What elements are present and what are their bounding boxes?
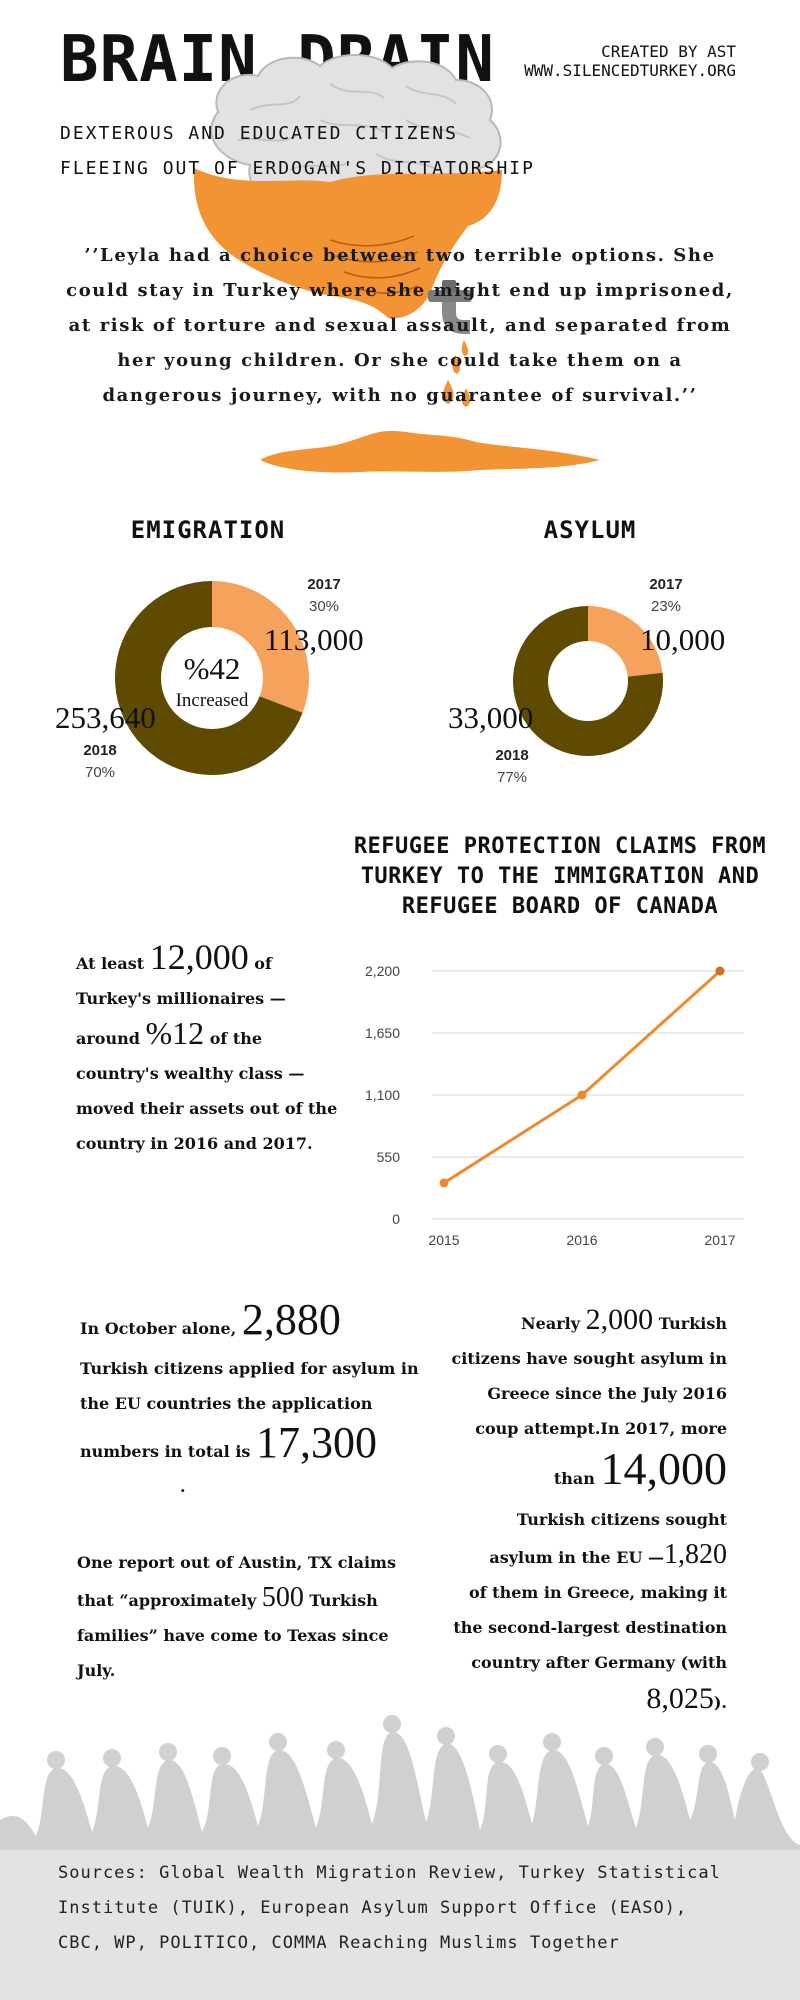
asylum-2017-percent: 23% [650, 598, 682, 615]
greece-text-4: Greece since the July 2016 [487, 1384, 727, 1403]
subtitle: DEXTEROUS AND EDUCATED CITIZENS FLEEING … [60, 116, 535, 186]
millionaires-text-8: country in 2016 and 2017. [76, 1134, 313, 1153]
millionaires-text-5: of the [209, 1029, 263, 1048]
greece-count-2017: 1,820 [664, 1539, 727, 1570]
greece-text-9: of them in Greece, making it [469, 1583, 727, 1602]
emigration-donut-hole [161, 627, 263, 729]
sources-footer: Sources: Global Wealth Migration Review,… [58, 1856, 758, 1961]
asylum-donut [513, 606, 663, 756]
october-paragraph: In October alone, 2,880 Turkish citizens… [80, 1298, 420, 1500]
austin-text-4: families” have come to Texas since [77, 1626, 389, 1645]
x-tick-label: 2015 [428, 1232, 459, 1248]
claims-series-line [443, 969, 722, 1185]
credit-website[interactable]: WWW.SILENCEDTURKEY.ORG [524, 61, 736, 80]
asylum-2018-year: 2018 [495, 747, 529, 764]
leyla-quote: ’’Leyla had a choice between two terribl… [66, 245, 734, 406]
emigration-2017-year: 2017 [307, 576, 341, 593]
millionaires-paragraph: At least 12,000 of Turkey's millionaires… [76, 937, 346, 1161]
asylum-heading: ASYLUM [543, 516, 637, 544]
greece-asylum-count: 2,000 [585, 1303, 654, 1336]
credit-block: CREATED BY AST WWW.SILENCEDTURKEY.ORG [524, 42, 736, 80]
asylum-2018-percent: 77% [496, 769, 528, 786]
subtitle-line1: DEXTEROUS AND EDUCATED CITIZENS [60, 123, 458, 144]
millionaires-percent: %12 [145, 1015, 205, 1051]
emigration-donut [115, 581, 309, 775]
austin-text-2: that “approximately [77, 1591, 257, 1610]
spilled-puddle-icon [260, 430, 600, 473]
emigration-2017-percent: 30% [308, 598, 340, 615]
millionaires-text-4: around [76, 1029, 140, 1048]
october-total: 17,300 [255, 1418, 377, 1467]
greece-text-7: Turkish citizens sought [516, 1510, 727, 1529]
austin-text-3: Turkish [309, 1591, 378, 1610]
greece-text-10: the second-largest destination [453, 1618, 727, 1637]
october-text-5: . [180, 1477, 186, 1496]
austin-text-1: One report out of Austin, TX claims [77, 1553, 396, 1572]
asylum-2018-value: 33,000 [448, 700, 534, 735]
subtitle-line2: FLEEING OUT OF ERDOGAN'S DICTATORSHIP [60, 158, 535, 179]
y-tick-label: 2,200 [365, 963, 400, 979]
refugee-claims-chart-title: REFUGEE PROTECTION CLAIMS FROM TURKEY TO… [353, 834, 767, 919]
refugee-silhouettes-icon [0, 1715, 800, 1850]
sources-line2: Institute (TUIK), European Asylum Suppor… [58, 1898, 688, 1918]
october-applications: 2,880 [241, 1295, 341, 1344]
credit-author: CREATED BY AST [601, 42, 736, 61]
emigration-2017-value: 113,000 [264, 622, 364, 657]
y-tick-label: 550 [377, 1149, 401, 1165]
greece-text-11: country after Germany (with [471, 1653, 727, 1672]
refugee-silhouettes-footer [0, 1715, 800, 2000]
emigration-2018-percent: 70% [84, 764, 116, 781]
greece-paragraph: Nearly 2,000 Turkish citizens have sough… [425, 1302, 728, 1722]
austin-text-5: July. [77, 1661, 116, 1680]
y-tick-label: 1,650 [365, 1025, 400, 1041]
greece-text-8: asylum in the EU — [489, 1548, 664, 1567]
greece-text-5: coup attempt.In 2017, more [475, 1419, 727, 1438]
germany-count: 8,025 [646, 1682, 714, 1715]
emigration-heading: EMIGRATION [130, 516, 286, 544]
y-tick-label: 1,100 [365, 1087, 400, 1103]
greece-text-6: than [553, 1469, 595, 1488]
millionaires-text-3: Turkey's millionaires — [76, 989, 286, 1008]
emigration-2018-year: 2018 [83, 742, 117, 759]
faucet-icon [428, 280, 472, 334]
austin-families: 500 [261, 1582, 304, 1613]
october-text-3: the EU countries the application [80, 1394, 373, 1413]
asylum-2017-value: 10,000 [640, 622, 726, 657]
x-tick-label: 2016 [566, 1232, 597, 1248]
data-point-2017 [715, 966, 725, 976]
sources-line1: Sources: Global Wealth Migration Review,… [58, 1863, 721, 1883]
brain-icon [193, 54, 503, 319]
brain-faucet-illustration [193, 54, 600, 473]
data-point-2016 [577, 1090, 587, 1100]
y-tick-label: 0 [392, 1211, 400, 1227]
millionaires-text-2: of [254, 954, 272, 973]
emigration-center-label: Increased [175, 690, 249, 711]
dripping-drops-icon [442, 340, 471, 407]
austin-paragraph: One report out of Austin, TX claims that… [77, 1545, 417, 1688]
millionaires-text-6: country's wealthy class — [76, 1064, 305, 1083]
eu-asylum-count: 14,000 [600, 1443, 728, 1494]
x-tick-label: 2017 [704, 1232, 735, 1248]
millionaires-count: 12,000 [149, 937, 249, 977]
greece-text-1: Nearly [521, 1314, 581, 1333]
asylum-2017-year: 2017 [649, 576, 683, 593]
millionaires-text-1: At least [76, 954, 145, 973]
greece-text-3: citizens have sought asylum in [451, 1349, 728, 1368]
millionaires-text-7: moved their assets out of the [76, 1099, 338, 1118]
refugee-claims-line-chart: 0 550 1,100 1,650 2,200 2015 2016 2017 [365, 963, 744, 1248]
data-point-2015 [439, 1178, 449, 1188]
greece-text-12: ). [713, 1693, 727, 1712]
greece-text-2: Turkish [658, 1314, 727, 1333]
sources-line3: CBC, WP, POLITICO, COMMA Reaching Muslim… [58, 1933, 620, 1953]
october-text-4: numbers in total is [80, 1442, 251, 1461]
asylum-donut-hole [548, 641, 628, 721]
october-text-2: Turkish citizens applied for asylum in [80, 1359, 419, 1378]
emigration-center-value: %42 [183, 651, 241, 686]
emigration-2018-value: 253,640 [55, 700, 156, 735]
october-text-1: In October alone, [80, 1319, 237, 1338]
